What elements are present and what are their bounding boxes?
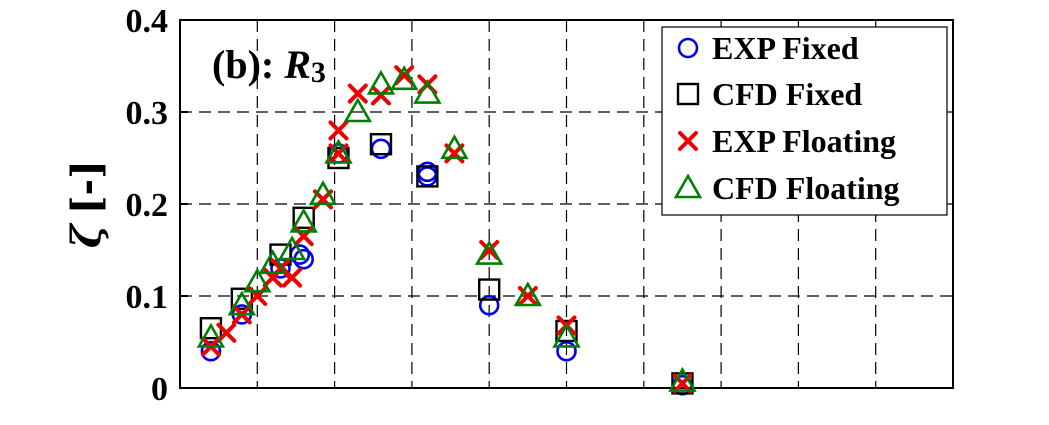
data-point-exp-floating [370,85,391,106]
data-point-cfd-fixed [416,165,439,188]
data-point-cfd-floating [366,69,396,95]
data-point-exp-fixed [200,340,222,362]
data-point-exp-floating [394,65,415,86]
data-point-exp-floating [328,120,349,141]
data-point-exp-floating [328,143,349,164]
data-point-exp-floating [479,240,500,260]
y-axis-unit: [-] [63,160,110,214]
data-point-cfd-floating [324,138,353,164]
legend-marker-cfd-floating [673,173,703,199]
data-point-cfd-floating [474,239,504,265]
data-point-cfd-floating [227,290,257,316]
data-point-cfd-floating [277,235,307,261]
legend-marker-exp-fixed [677,37,699,59]
y-tick-label: 0.3 [126,95,169,132]
panel-label-prefix: (b): [212,42,284,87]
legend-entry-exp-floating: EXP Floating [712,123,896,159]
data-markers [196,65,697,396]
legend-marker-exp-floating [678,131,698,151]
data-point-cfd-floating [668,366,697,392]
data-point-cfd-floating [413,78,442,104]
y-axis-label: ζ [-] [63,160,110,248]
panel-label: (b): R3 [212,42,326,89]
data-point-exp-floating [347,83,368,104]
data-point-cfd-floating [243,267,272,293]
y-axis-ticks: 0 0.1 0.2 0.3 0.4 [126,3,188,408]
legend-entry-cfd-fixed: CFD Fixed [712,76,862,112]
legend-box [661,26,948,216]
panel-label-subscript: 3 [311,56,326,89]
legend-entry-exp-fixed: EXP Fixed [712,30,859,66]
y-tick-label: 0.4 [126,3,169,40]
y-tick-label: 0 [151,371,168,408]
y-tick-label: 0.2 [126,187,169,224]
y-axis-symbol: ζ [63,222,110,248]
data-point-cfd-floating [513,281,543,307]
panel-label-symbol: R [283,42,311,87]
legend-entry-cfd-floating: CFD Floating [712,170,900,206]
data-point-exp-floating [216,322,237,343]
legend-markers [673,37,703,199]
legend: EXP Fixed CFD Fixed EXP Floating CFD Flo… [661,26,948,216]
data-point-exp-fixed [556,340,577,362]
data-point-cfd-floating [389,65,419,91]
y-tick-label: 0.1 [126,279,169,316]
data-point-cfd-floating [196,322,226,348]
data-point-cfd-fixed [555,319,578,343]
data-point-cfd-floating [343,97,373,123]
data-point-cfd-fixed [478,278,501,301]
data-point-cfd-floating [440,134,469,160]
data-point-exp-floating [517,286,538,306]
data-point-cfd-fixed [369,132,393,156]
data-point-cfd-floating [258,249,288,275]
data-point-cfd-fixed [671,372,694,395]
data-point-cfd-floating [552,322,581,348]
data-point-cfd-floating [289,207,318,233]
data-point-exp-fixed [289,244,311,265]
data-point-exp-floating [282,267,303,288]
legend-marker-cfd-fixed [676,82,700,106]
data-point-exp-fixed [478,294,500,316]
data-point-cfd-floating [308,180,338,206]
